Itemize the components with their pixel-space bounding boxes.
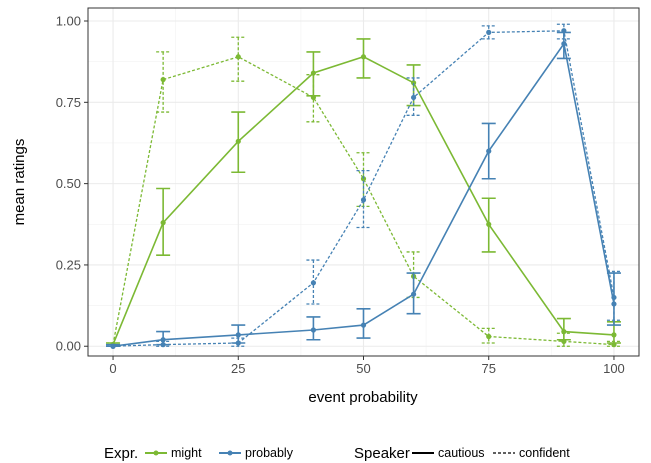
legend-key-probably-point: [227, 450, 233, 456]
x-tick-label: 0: [109, 361, 116, 376]
data-point-probably-cautious: [235, 332, 241, 338]
legend-label-might: might: [171, 446, 202, 460]
data-point-probably-cautious: [561, 41, 567, 47]
error-bar-probably-confident: [356, 169, 371, 229]
data-point-probably-confident: [110, 343, 116, 349]
y-tick-label: 0.25: [56, 257, 81, 272]
axes: 0 25 50 75 100 0.00 0.25 0.50 0.75 1.00: [56, 14, 625, 376]
error-bar-might-confident: [306, 74, 321, 123]
data-point-might-confident: [310, 94, 317, 101]
data-point-might-cautious: [410, 80, 417, 86]
data-point-might-confident: [561, 338, 567, 344]
data-point-might-confident: [160, 76, 166, 83]
error-bar-probably-confident: [606, 270, 621, 321]
x-tick-label: 75: [481, 361, 495, 376]
y-tick-label: 0.50: [56, 176, 81, 191]
legend-label-cautious: cautious: [438, 446, 485, 460]
data-point-might-confident: [486, 333, 492, 340]
series-group: [106, 23, 621, 349]
data-point-probably-confident: [360, 197, 367, 203]
error-bar-probably-confident: [406, 77, 421, 116]
legend-expr-title: Expr.: [104, 445, 138, 462]
data-point-probably-cautious: [310, 327, 317, 333]
series-line-might-confident: [112, 56, 615, 346]
data-point-probably-confident: [310, 280, 317, 286]
data-point-probably-confident: [611, 294, 617, 301]
x-tick-label: 25: [231, 361, 245, 376]
data-point-probably-confident: [486, 29, 492, 35]
legend-key-might-point: [153, 450, 159, 456]
data-point-probably-cautious: [486, 148, 492, 154]
data-point-might-confident: [611, 342, 617, 348]
legend-label-confident: confident: [519, 446, 570, 460]
data-point-might-cautious: [160, 220, 166, 226]
data-point-might-confident: [235, 54, 241, 60]
data-point-probably-cautious: [360, 322, 367, 328]
x-tick-label: 100: [603, 361, 625, 376]
data-point-probably-confident: [410, 94, 417, 101]
x-axis-title: event probability: [308, 389, 418, 406]
data-point-might-cautious: [360, 54, 367, 60]
data-point-probably-cautious: [410, 291, 417, 297]
y-tick-label: 0.75: [56, 95, 81, 110]
y-axis-title: mean ratings: [11, 139, 28, 226]
legend-label-probably: probably: [245, 446, 294, 460]
data-point-might-confident: [360, 176, 367, 182]
series-line-probably-confident: [112, 30, 615, 347]
legend: Expr. might probably Speaker cautious co…: [104, 445, 570, 462]
data-point-might-cautious: [235, 138, 241, 144]
grid: [88, 8, 639, 356]
legend-speaker-title: Speaker: [354, 445, 410, 462]
series-probably-confident: [106, 23, 621, 349]
data-point-probably-confident: [561, 28, 567, 34]
data-point-probably-confident: [235, 340, 241, 346]
data-point-might-cautious: [486, 221, 492, 227]
y-tick-label: 0.00: [56, 339, 81, 354]
data-point-probably-confident: [160, 342, 166, 348]
data-point-might-cautious: [611, 332, 617, 338]
y-tick-label: 1.00: [56, 14, 81, 29]
x-tick-label: 50: [356, 361, 370, 376]
